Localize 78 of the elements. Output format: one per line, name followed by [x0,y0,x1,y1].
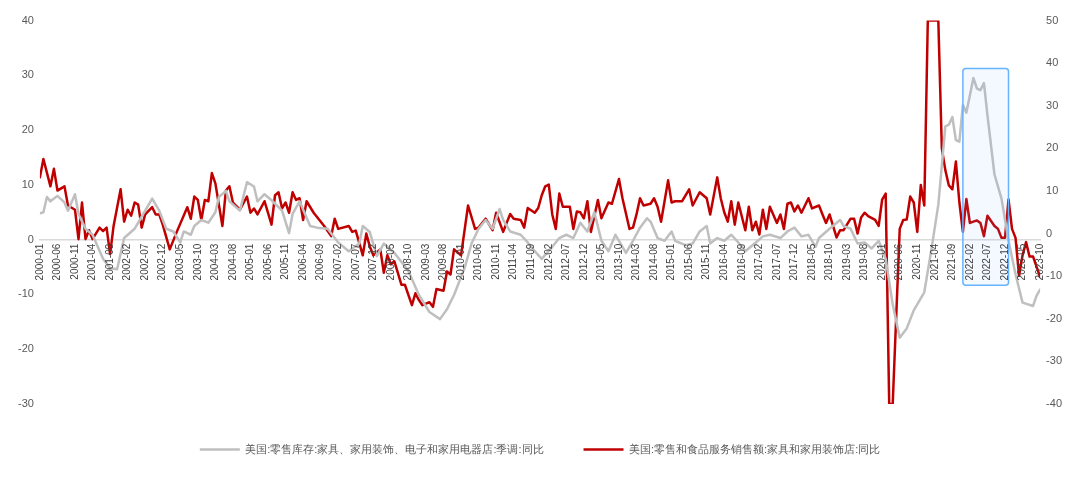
x-tick-label: 2010-06 [472,243,484,281]
x-tick-label: 2012-07 [560,243,572,281]
x-tick-label: 2022-02 [963,243,975,281]
legend-label: 美国:零售和食品服务销售额:家具和家用装饰店:同比 [629,442,881,455]
x-tick-label: 2018-05 [805,243,817,281]
x-tick-label: 2022-07 [981,243,993,281]
x-tick-label: 2023-10 [1033,243,1045,281]
x-tick-label: 2005-01 [244,243,256,281]
x-tick-label: 2008-05 [384,243,396,281]
x-tick-label: 2009-03 [419,243,431,281]
x-tick-label: 2016-09 [735,243,747,281]
x-tick-label: 2001-04 [86,243,98,281]
y2-tick-label: 0 [1046,226,1053,239]
y2-tick-label: 50 [1046,13,1059,26]
x-tick-label: 2021-09 [946,243,958,281]
x-tick-label: 2005-11 [279,243,291,280]
x-tick-label: 2004-03 [209,243,221,281]
y-tick-label: -30 [17,397,34,410]
x-tick-label: 2020-06 [893,243,905,281]
y2-tick-label: -20 [1046,311,1063,324]
x-tick-label: 2002-07 [138,243,150,281]
x-tick-label: 2007-02 [331,243,343,281]
legend-label: 美国:零售库存:家具、家用装饰、电子和家用电器店:季调:同比 [245,442,544,455]
x-tick-label: 2014-03 [630,243,642,281]
y-tick-label: 10 [21,177,34,190]
x-tick-label: 2015-01 [665,243,677,281]
y2-tick-label: -10 [1046,269,1063,282]
x-tick-label: 2020-01 [875,243,887,281]
x-tick-label: 2001-09 [103,243,115,281]
y2-tick-label: 40 [1046,56,1059,69]
x-tick-label: 2011-04 [507,243,519,280]
x-tick-label: 2009-08 [437,243,449,281]
y-tick-label: 30 [21,68,34,81]
x-tick-label: 2002-02 [121,243,133,281]
x-tick-label: 2012-02 [542,243,554,281]
x-tick-label: 2021-04 [928,243,940,281]
x-tick-label: 2000-01 [33,243,45,281]
x-tick-label: 2023-05 [1016,243,1028,281]
x-tick-label: 2003-05 [174,243,186,281]
x-tick-label: 2015-06 [682,243,694,281]
y-tick-label: -10 [17,287,34,300]
y2-tick-label: 10 [1046,184,1059,197]
x-tick-label: 2005-06 [261,243,273,281]
y2-tick-label: 20 [1046,141,1059,154]
x-tick-label: 2016-04 [718,243,729,281]
x-tick-label: 2010-11 [489,243,501,280]
x-tick-label: 2010-01 [454,243,466,281]
x-tick-label: 2018-10 [823,243,835,281]
x-tick-label: 2011-09 [524,243,536,280]
y2-tick-label: -30 [1046,354,1063,367]
x-tick-label: 2006-04 [296,243,308,281]
x-tick-label: 2014-08 [647,243,659,281]
x-tick-label: 2000-11 [68,243,80,280]
x-tick-label: 2017-12 [788,243,800,281]
y-tick-label: 0 [27,232,34,245]
x-tick-label: 2004-08 [226,243,238,281]
x-tick-label: 2000-06 [51,243,63,281]
y-tick-label: 20 [21,123,34,136]
x-tick-label: 2013-10 [612,243,624,281]
x-tick-label: 2022-12 [998,243,1010,281]
x-tick-label: 2003-10 [191,243,203,281]
y2-tick-label: 30 [1046,98,1059,111]
y-tick-label: 40 [21,13,34,26]
x-tick-label: 2007-07 [349,243,361,281]
x-tick-label: 2015-11 [700,243,712,280]
x-tick-label: 2007-12 [367,243,379,281]
x-tick-label: 2020-11 [911,243,923,280]
x-tick-label: 2002-12 [156,243,168,281]
y-tick-label: -20 [17,342,34,355]
x-tick-label: 2013-05 [595,243,607,281]
x-tick-label: 2012-12 [577,243,589,281]
x-tick-label: 2019-03 [840,243,852,281]
x-tick-label: 2019-08 [858,243,870,281]
x-tick-label: 2017-02 [753,243,765,281]
x-tick-label: 2017-07 [770,243,782,281]
y2-tick-label: -40 [1046,397,1063,410]
x-tick-label: 2008-10 [402,243,414,281]
x-tick-label: 2006-09 [314,243,326,281]
